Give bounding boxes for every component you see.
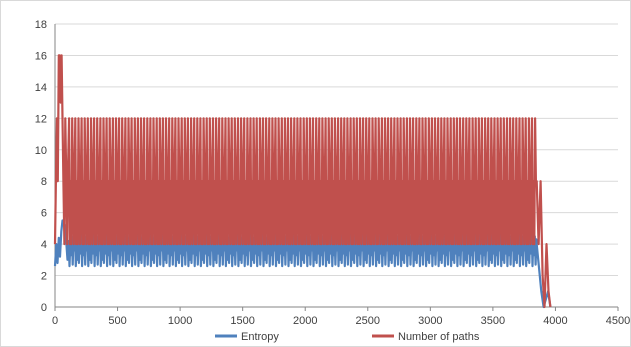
y-tick-label: 14 [35,82,47,94]
y-tick-label: 6 [41,208,47,220]
legend: Entropy Number of paths [215,331,480,343]
x-tick-label: 4000 [543,315,567,327]
y-tick-label: 16 [35,50,47,62]
y-tick-label: 0 [41,302,47,314]
x-tick-label: 3000 [418,315,442,327]
x-tick-label: 1000 [168,315,192,327]
x-tick-label: 4500 [606,315,630,327]
x-tick-label: 0 [52,315,58,327]
y-tick-label: 4 [41,239,47,251]
x-tick-label: 2000 [293,315,317,327]
y-tick-label: 2 [41,271,47,283]
x-tick-label: 1500 [230,315,254,327]
tick-labels: 0 2 4 6 8 10 12 14 16 18 0 500 1000 1500 2000 2500 3000 3… [35,19,630,327]
x-tick-label: 500 [108,315,126,327]
legend-label-entropy: Entropy [241,331,279,343]
x-tick-label: 2500 [356,315,380,327]
x-tick-label: 3500 [481,315,505,327]
y-tick-label: 8 [41,176,47,188]
y-tick-label: 12 [35,113,47,125]
y-tick-label: 10 [35,145,47,157]
legend-label-number-of-paths: Number of paths [398,331,480,343]
y-tick-label: 18 [35,19,47,31]
series-line-number-of-paths [53,54,552,309]
series-layer [53,54,552,309]
